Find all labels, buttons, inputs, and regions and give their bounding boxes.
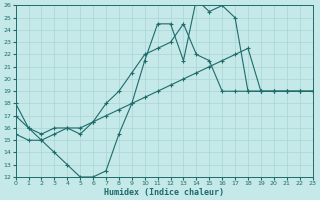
X-axis label: Humidex (Indice chaleur): Humidex (Indice chaleur) (104, 188, 224, 197)
